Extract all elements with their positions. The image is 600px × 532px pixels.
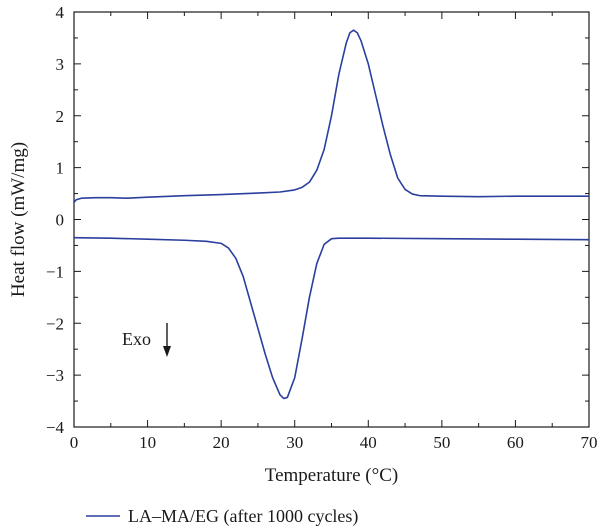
x-tick-label: 60	[507, 433, 524, 452]
series-line-cooling	[73, 236, 590, 400]
x-tick-label: 70	[581, 433, 598, 452]
x-tick-label: 20	[213, 433, 230, 452]
y-tick-label: 4	[56, 3, 65, 22]
series-line-heating	[73, 29, 590, 204]
plot-frame	[73, 11, 590, 428]
legend-label: LA–MA/EG (after 1000 cycles)	[128, 506, 358, 527]
x-tick-label: 10	[139, 433, 156, 452]
plot-area	[73, 29, 590, 400]
y-axis-title: Heat flow (mW/mg)	[8, 142, 29, 297]
y-tick-label: −1	[46, 262, 64, 281]
axes: 0 10 20 30 40 50 60 70 −4 −3 −2 −1 0 1 2 3 4	[46, 3, 598, 452]
x-tick-label: 0	[70, 433, 79, 452]
y-tick-label: −3	[46, 366, 64, 385]
y-tick-label: 1	[56, 159, 65, 178]
y-tick-label: −4	[46, 418, 65, 437]
y-tick-label: 2	[56, 107, 65, 126]
x-tick-label: 30	[286, 433, 303, 452]
legend: LA–MA/EG (after 1000 cycles)	[86, 506, 358, 527]
y-tick-label: 3	[56, 55, 65, 74]
x-tick-label: 50	[433, 433, 450, 452]
x-axis-title: Temperature (°C)	[265, 465, 398, 486]
y-tick-label: −2	[46, 314, 64, 333]
x-tick-label: 40	[360, 433, 377, 452]
exo-annotation: Exo	[122, 323, 171, 357]
exo-arrowhead-icon	[163, 346, 171, 357]
exo-label: Exo	[122, 329, 151, 349]
y-tick-label: 0	[56, 211, 65, 230]
